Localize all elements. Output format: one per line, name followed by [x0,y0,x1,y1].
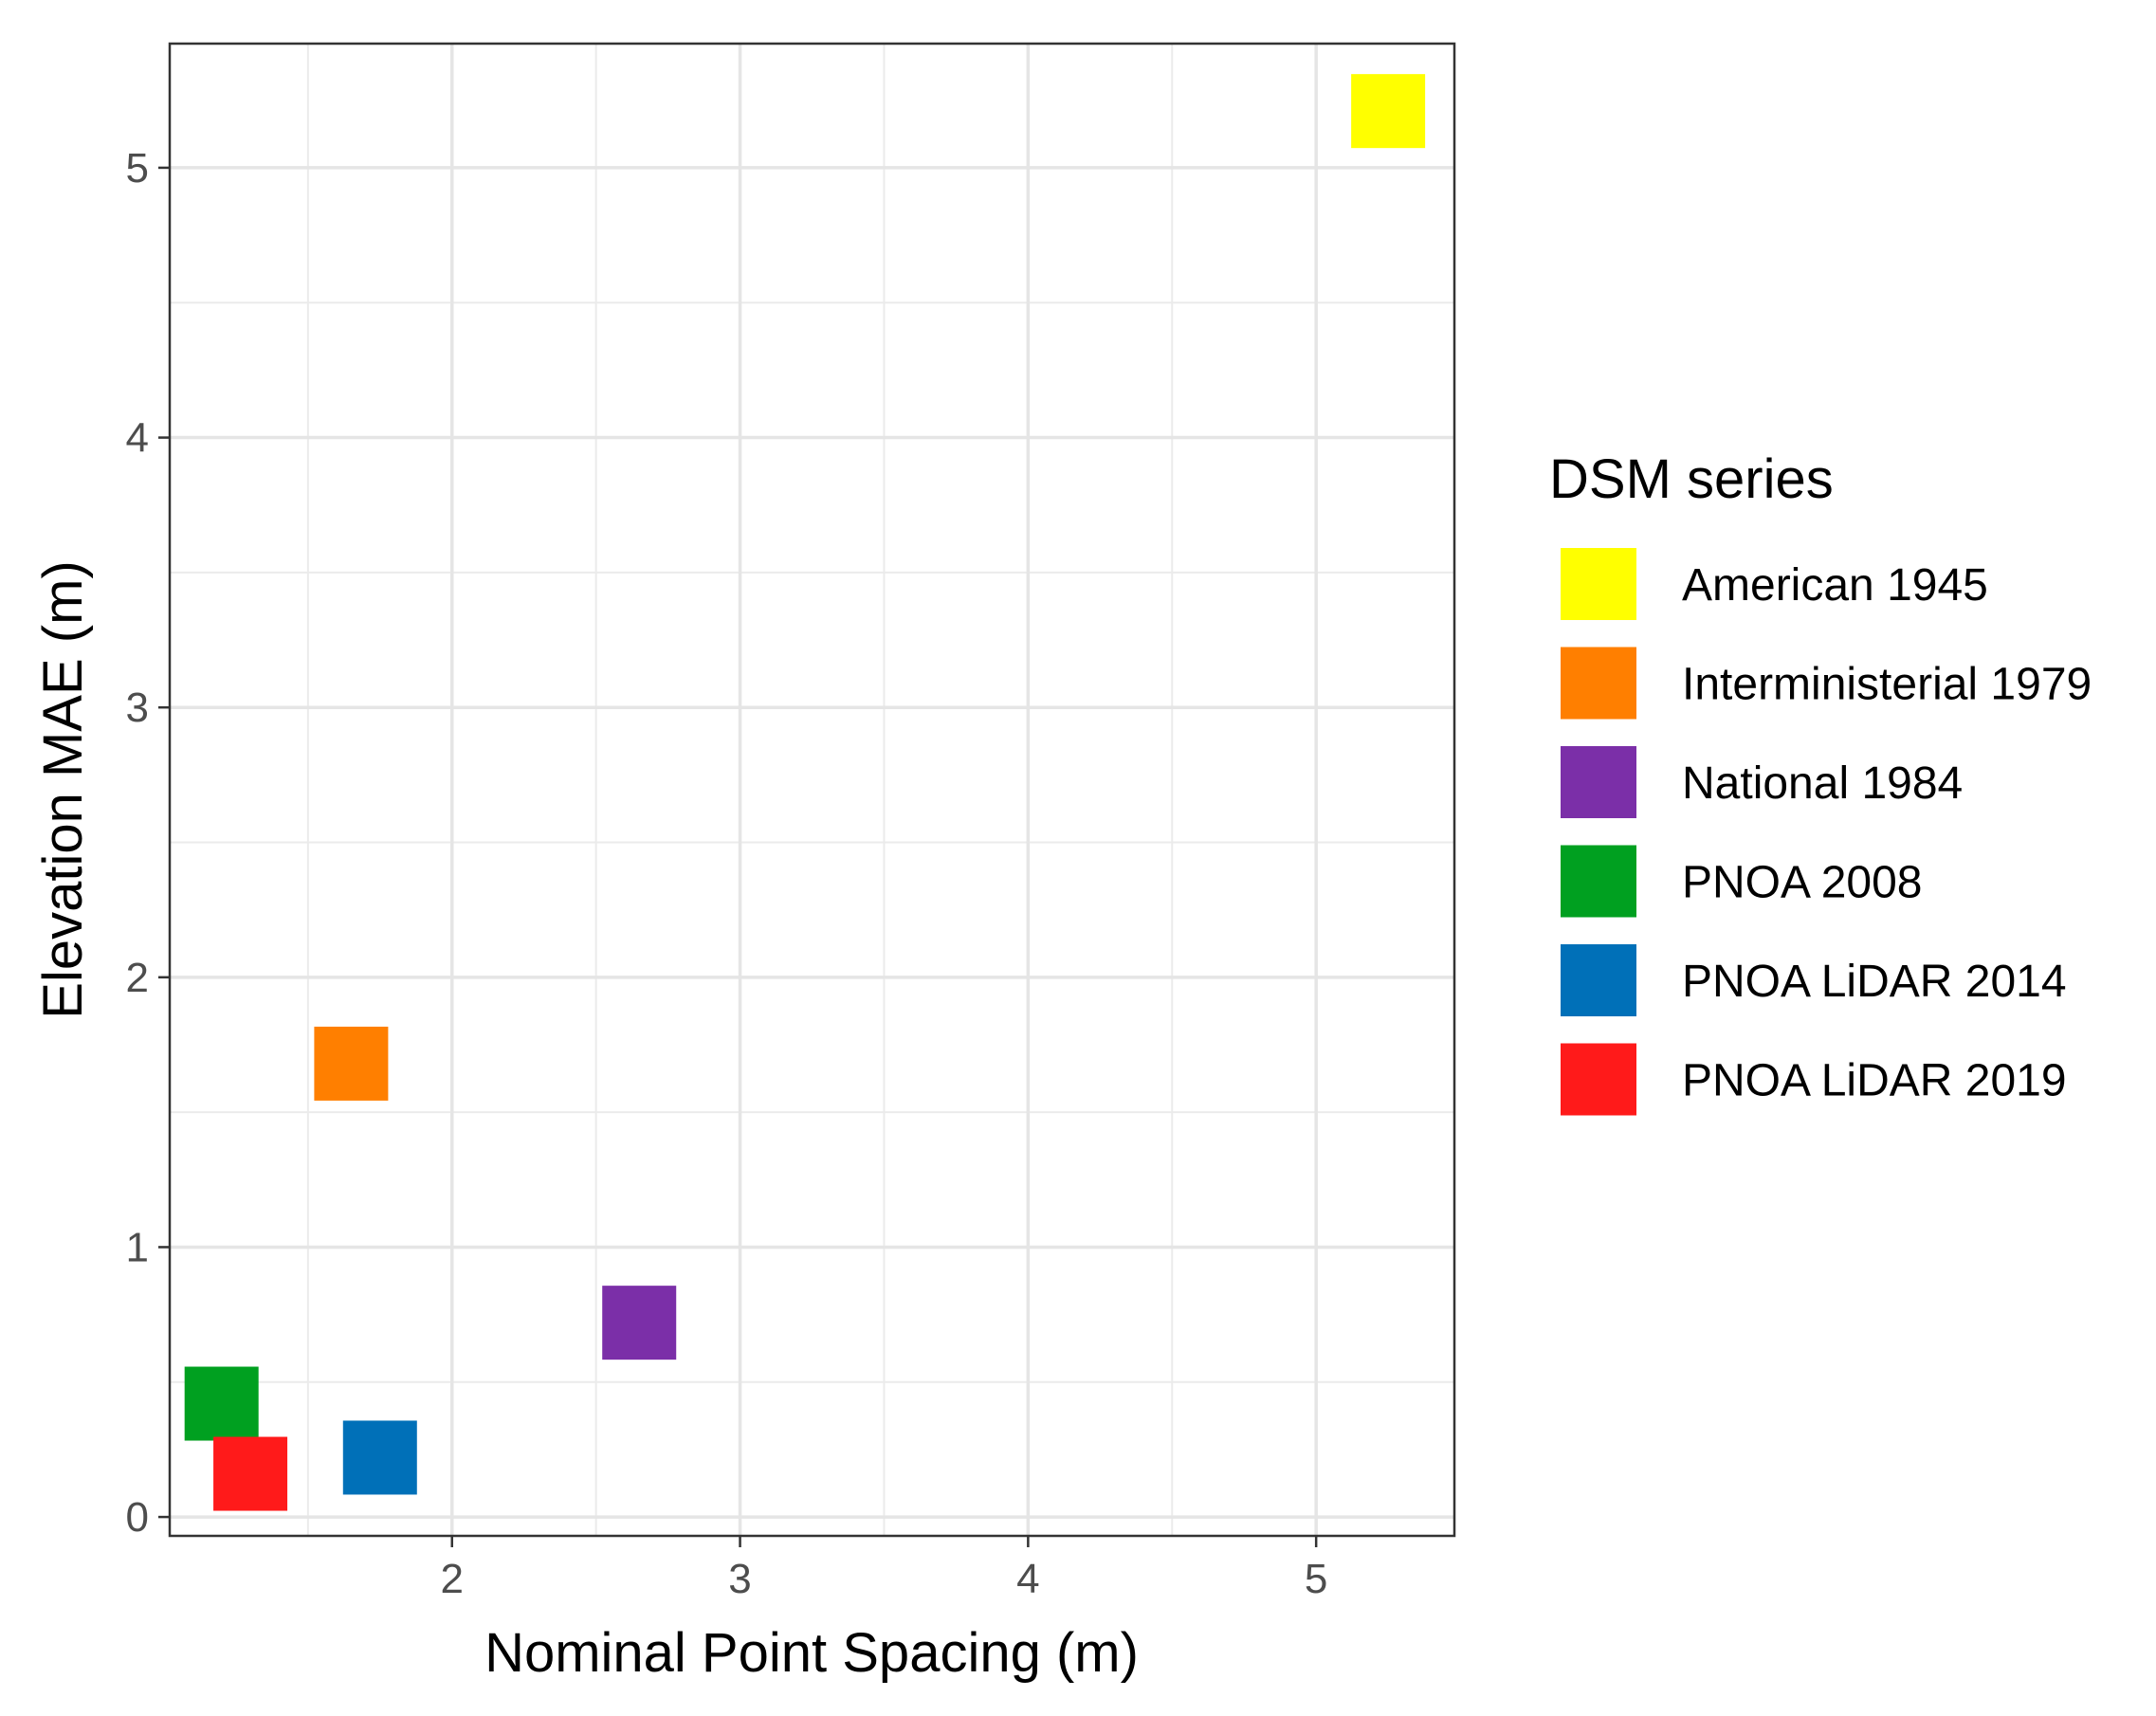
y-tick-label: 3 [126,685,149,731]
legend: DSM series American 1945 Interministerial… [1549,448,2092,1116]
data-point-marker [184,1366,259,1441]
legend-key [1561,845,1636,918]
legend-key [1561,1043,1636,1116]
y-tick-label: 0 [126,1494,149,1541]
legend-key [1561,548,1636,620]
legend-label: PNOA LiDAR 2019 [1682,1056,2067,1106]
y-axis-title: Elevation MAE (m) [32,560,94,1018]
x-tick-label: 5 [1305,1556,1327,1602]
data-point-marker [1351,74,1426,149]
data-point-marker [342,1420,417,1495]
y-tick-label: 4 [126,415,149,462]
data-point-marker [213,1436,288,1511]
legend-label: PNOA 2008 [1682,858,1923,908]
x-tick-label: 3 [728,1556,751,1602]
x-tick-label: 4 [1016,1556,1039,1602]
legend-key [1561,647,1636,720]
gridlines [170,44,1454,1536]
data-point-marker [602,1286,677,1360]
legend-title: DSM series [1549,448,1834,510]
plot-panel-border [168,42,1456,1538]
data-point-marker [314,1026,389,1101]
y-tick-label: 1 [126,1224,149,1270]
x-axis-title: Nominal Point Spacing (m) [484,1622,1139,1684]
legend-label: National 1984 [1682,758,1963,809]
legend-label: American 1945 [1682,560,1988,611]
legend-label: Interministerial 1979 [1682,660,2092,710]
data-markers [184,74,1426,1511]
x-tick-label: 2 [440,1556,463,1602]
legend-label: PNOA LiDAR 2014 [1682,957,2067,1007]
legend-key [1561,944,1636,1016]
y-tick-label: 2 [126,955,149,1001]
axis-ticks: 2 3 4 5 0 1 2 3 4 5 [126,145,1328,1602]
y-tick-label: 5 [126,145,149,192]
legend-key [1561,746,1636,818]
